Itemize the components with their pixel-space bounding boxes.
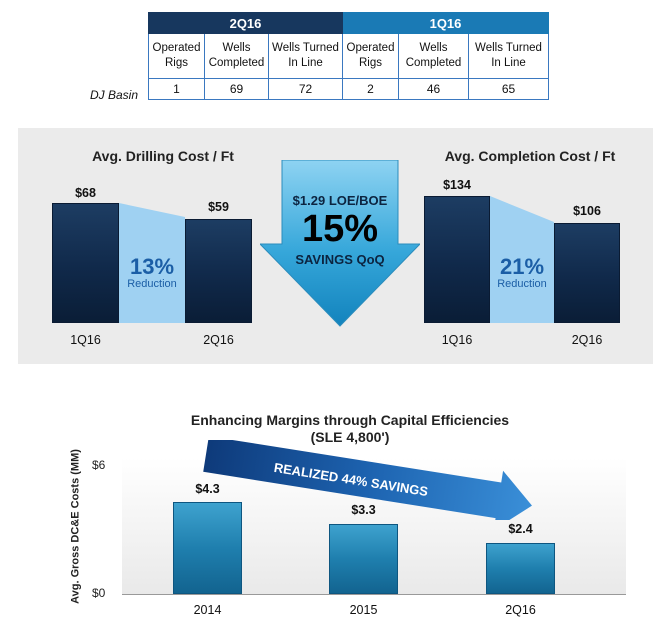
operations-table: 2Q16 1Q16 Operated Rigs Wells Completed … (148, 12, 549, 100)
y-tick-label: $6 (92, 458, 106, 472)
data-label: $4.3 (195, 482, 220, 496)
row-label: DJ Basin (90, 88, 139, 102)
data-label: $68 (75, 186, 96, 200)
column-header: Wells Completed (204, 33, 269, 79)
data-label: $134 (443, 178, 471, 192)
reduction-label: Reduction (497, 278, 547, 290)
data-label: $59 (208, 200, 229, 214)
drilling-chart-title: Avg. Drilling Cost / Ft (92, 148, 234, 164)
period-header-2q16: 2Q16 (148, 12, 343, 34)
reduction-band (119, 203, 185, 323)
column-header: Operated Rigs (148, 33, 205, 79)
completion-chart-title: Avg. Completion Cost / Ft (444, 148, 616, 164)
reduction-percent: 13% (129, 254, 175, 279)
bar-2015 (329, 524, 398, 594)
period-header-1q16: 1Q16 (342, 12, 549, 34)
x-tick-label: 1Q16 (70, 333, 101, 347)
x-tick-label: 2Q16 (203, 333, 234, 347)
column-header: Wells Turned In Line (268, 33, 343, 79)
savings-percent: 15% (301, 208, 379, 250)
x-tick-label: 2Q16 (505, 603, 536, 617)
data-label: $106 (573, 204, 601, 218)
data-label: $2.4 (508, 522, 533, 536)
bar-2014 (173, 502, 242, 594)
table-cell: 65 (468, 78, 549, 100)
column-header: Wells Turned In Line (468, 33, 549, 79)
bar-completion-2q16 (554, 223, 620, 323)
savings-qoq-text: SAVINGS QoQ (295, 252, 385, 267)
y-tick-label: $0 (92, 586, 106, 600)
x-tick-label: 2015 (349, 603, 378, 617)
reduction-percent: 21% (499, 254, 545, 279)
table-cell: 1 (148, 78, 205, 100)
x-tick-label: 2Q16 (571, 333, 603, 347)
x-tick-label: 1Q16 (441, 333, 473, 347)
margins-chart-title: Enhancing Margins through Capital Effici… (150, 412, 550, 446)
column-header: Operated Rigs (342, 33, 399, 79)
bar-2q16 (486, 543, 555, 594)
y-axis-label: Avg. Gross DC&E Costs (MM) (69, 449, 82, 604)
bar-drilling-1q16 (52, 203, 119, 323)
bar-drilling-2q16 (185, 219, 252, 323)
column-header: Wells Completed (398, 33, 469, 79)
loe-per-boe-text: $1.29 LOE/BOE (292, 193, 388, 208)
x-axis-line (122, 594, 626, 595)
bar-completion-1q16 (424, 196, 490, 323)
table-cell: 46 (398, 78, 469, 100)
table-cell: 72 (268, 78, 343, 100)
table-row: 1 69 72 2 46 65 (148, 78, 549, 100)
table-cell: 2 (342, 78, 399, 100)
table-cell: 69 (204, 78, 269, 100)
savings-arrow-icon (260, 160, 420, 327)
chart-subtitle: (SLE 4,800') (310, 429, 390, 445)
realized-savings-arrow-icon (203, 440, 532, 520)
chart-title: Enhancing Margins through Capital Effici… (190, 412, 510, 428)
data-label: $3.3 (351, 503, 376, 517)
x-tick-label: 2014 (193, 603, 222, 617)
reduction-label: Reduction (127, 278, 177, 290)
